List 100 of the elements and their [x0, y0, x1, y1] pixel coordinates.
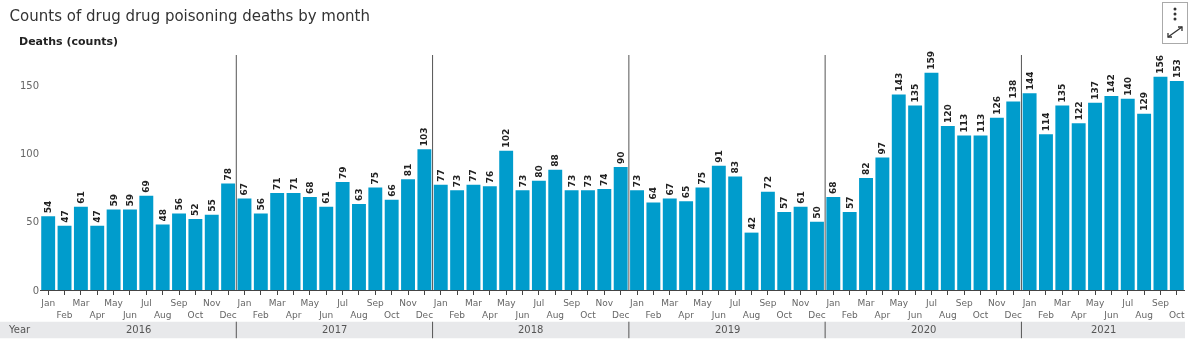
data-label: 129 [1139, 91, 1150, 111]
x-tick-label: Jan [236, 297, 252, 308]
bar [450, 190, 465, 290]
x-tick-label: Mar [72, 297, 90, 308]
bar [581, 190, 595, 290]
data-label: 47 [59, 210, 70, 223]
data-label: 64 [648, 187, 659, 200]
x-tick-label: Feb [56, 309, 73, 320]
x-tick-label: Oct [972, 309, 989, 320]
x-tick-label: Feb [645, 309, 662, 320]
x-tick-label: Aug [546, 309, 565, 320]
bar [548, 169, 563, 290]
y-axis-title: Deaths (counts) [19, 35, 119, 48]
data-label: 57 [844, 196, 855, 210]
bar [90, 225, 105, 290]
data-label: 59 [108, 193, 119, 207]
data-label: 73 [582, 174, 593, 188]
bar [417, 149, 432, 290]
x-tick-label: Sep [759, 297, 777, 308]
bar [482, 186, 497, 290]
x-tick-label: Jun [318, 309, 334, 320]
data-label: 74 [599, 173, 610, 186]
bar [1153, 76, 1168, 290]
bar [760, 191, 775, 290]
text: 2017 [322, 324, 348, 335]
data-label: 102 [501, 128, 512, 148]
x-tick-label: Jul [1121, 297, 1134, 308]
data-label: 77 [468, 169, 479, 182]
bar [139, 195, 154, 290]
bar [891, 94, 906, 290]
data-label: 122 [1073, 101, 1084, 121]
x-tick-label: May [300, 297, 320, 308]
x-tick-label: Dec [808, 309, 826, 320]
x-tick-label: Apr [1070, 309, 1087, 320]
data-label: 68 [828, 181, 839, 195]
bar [564, 190, 579, 290]
x-tick-label: May [104, 297, 124, 308]
data-label: 143 [893, 72, 904, 92]
data-label: 66 [386, 184, 397, 197]
x-tick-label: Nov [399, 297, 418, 308]
bar [630, 190, 644, 290]
bar [810, 221, 824, 290]
data-label: 78 [223, 167, 234, 181]
bar [319, 206, 334, 290]
x-tick-label: Aug [350, 309, 368, 320]
data-label: 65 [681, 185, 692, 199]
data-label: 113 [975, 113, 986, 133]
x-tick-label: May [1085, 297, 1106, 308]
data-label: 113 [959, 113, 970, 133]
bar [499, 150, 514, 290]
bar [1104, 95, 1119, 290]
x-tick-label: Dec [1004, 309, 1023, 320]
data-label: 135 [1057, 83, 1068, 103]
x-tick-label: Apr [874, 309, 891, 320]
x-tick-label: Dec [611, 309, 630, 320]
bar [106, 209, 121, 290]
bar [188, 218, 203, 290]
bar [286, 192, 301, 290]
data-label: 48 [157, 208, 168, 222]
data-label: 126 [991, 96, 1002, 115]
data-label: 61 [321, 191, 332, 204]
y-tick-label: 150 [19, 79, 39, 91]
x-tick-label: Jul [925, 297, 937, 308]
bar [973, 135, 988, 290]
data-label: 91 [713, 150, 724, 163]
data-label: 56 [174, 197, 185, 211]
data-label: 79 [337, 166, 348, 180]
data-label: 144 [1024, 71, 1035, 91]
data-label: 61 [75, 191, 86, 204]
data-label: 61 [795, 191, 806, 204]
text: 2019 [715, 324, 741, 335]
data-label: 88 [550, 154, 561, 167]
data-label: 54 [43, 200, 54, 214]
x-tick-label: Aug [742, 309, 761, 320]
data-label: 97 [877, 141, 888, 155]
bar [662, 198, 677, 290]
x-tick-label: Jan [825, 297, 841, 308]
data-label: 69 [141, 180, 152, 193]
x-tick-label: Nov [791, 297, 811, 308]
x-tick-label: Jan [1021, 297, 1037, 308]
data-label: 52 [190, 203, 201, 216]
bar [924, 72, 939, 290]
data-label: 135 [910, 83, 921, 103]
data-label: 77 [435, 169, 446, 182]
y-tick-label: 0 [32, 284, 39, 296]
data-label: 153 [1171, 59, 1182, 78]
x-tick-label: Sep [366, 297, 385, 308]
data-label: 159 [926, 50, 937, 70]
data-label: 76 [484, 170, 495, 184]
bar [646, 202, 661, 290]
bar [908, 105, 923, 290]
data-label: 47 [92, 210, 103, 223]
bar [679, 201, 694, 290]
text: 2018 [518, 324, 544, 335]
x-tick-label: Apr [89, 309, 106, 320]
data-label: 83 [730, 161, 741, 174]
bar [793, 206, 808, 290]
text: 2016 [126, 324, 152, 335]
text: 2020 [911, 324, 937, 335]
bar [384, 199, 399, 290]
